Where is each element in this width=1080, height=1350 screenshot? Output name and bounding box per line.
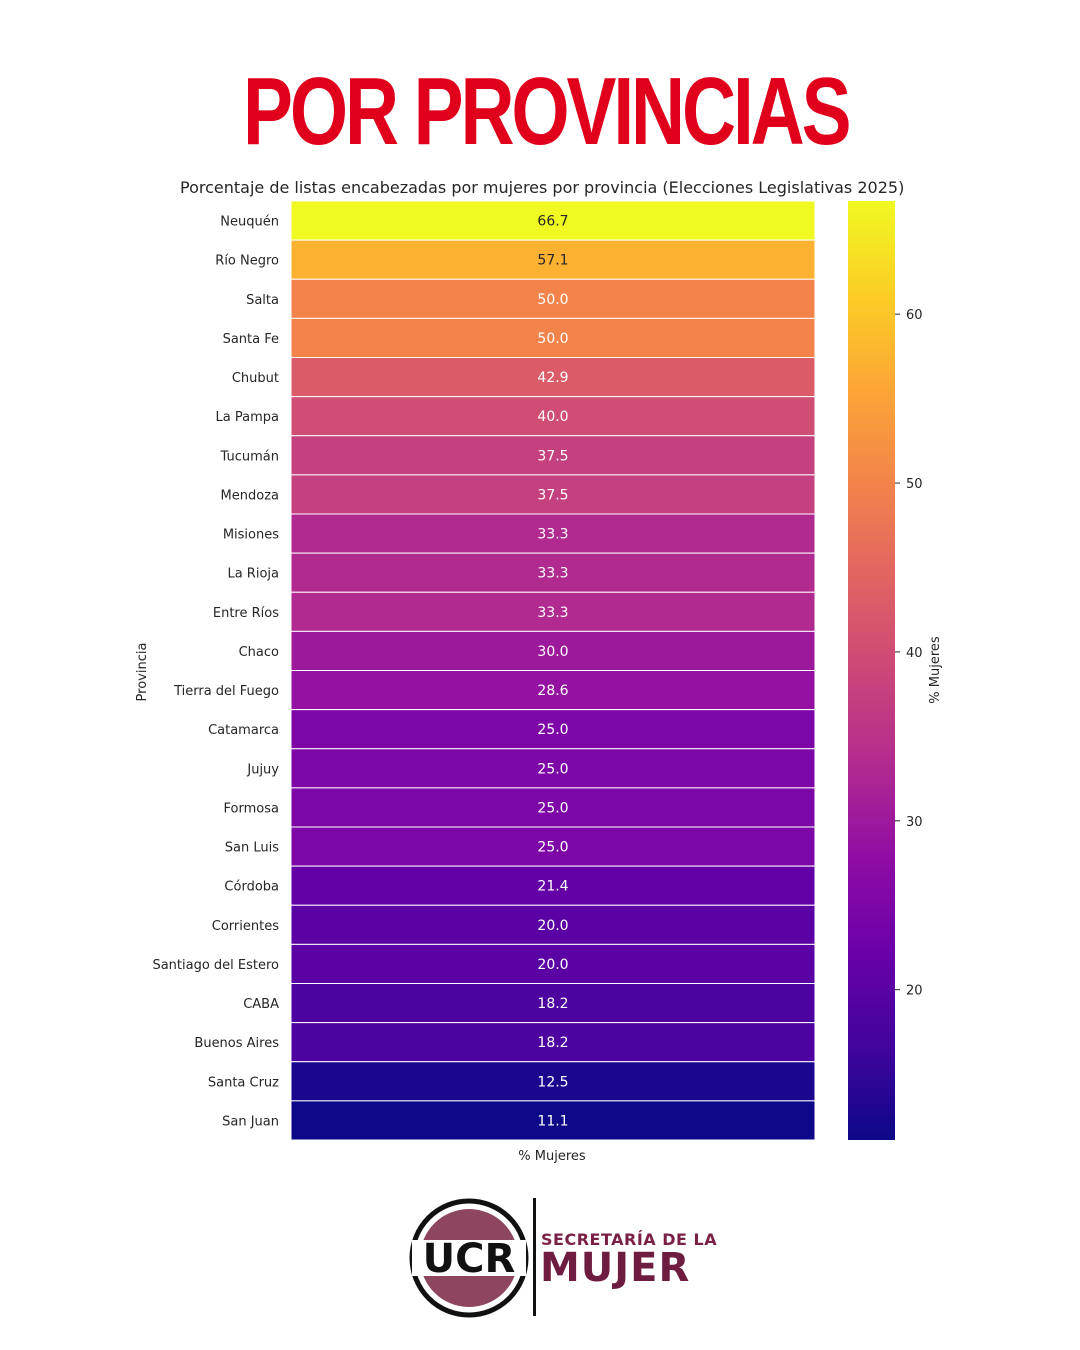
headline: POR PROVINCIAS	[243, 58, 851, 165]
row-label: CABA	[243, 997, 279, 1012]
cell-value-label: 37.5	[537, 487, 568, 503]
heatmap-cell	[290, 983, 816, 1024]
heatmap-cell	[290, 787, 816, 828]
heatmap-chart: 66.7 57.1 50.0 50.0 42.9 40.0 37.5 37.5 33.3 33.3…	[135, 200, 943, 1164]
row-label: Chubut	[232, 371, 279, 386]
cell-value-label: 25.0	[537, 722, 568, 738]
cell-value-label: 37.5	[537, 448, 568, 464]
cell-value-label: 20.0	[537, 957, 568, 973]
row-label: Santa Fe	[223, 332, 279, 347]
heatmap-cell	[290, 865, 816, 906]
x-axis-label: % Mujeres	[518, 1149, 586, 1164]
heatmap-cell	[290, 239, 816, 280]
logo-line1: SECRETARÍA DE LA	[541, 1230, 718, 1249]
heatmap-cells: 66.7 57.1 50.0 50.0 42.9 40.0 37.5 37.5 33.3 33.3…	[290, 200, 816, 1141]
colorbar-label: % Mujeres	[928, 636, 943, 704]
row-label: Corrientes	[212, 919, 279, 934]
row-label: Catamarca	[208, 723, 279, 738]
cell-value-label: 42.9	[537, 370, 568, 386]
cell-value-label: 33.3	[537, 566, 568, 582]
heatmap-cell	[290, 474, 816, 515]
colorbar-tick-label: 20	[906, 984, 923, 999]
colorbar-ticks: 20 30 40 50 60	[895, 308, 923, 999]
cell-value-label: 20.0	[537, 918, 568, 934]
heatmap-cell	[290, 435, 816, 476]
row-label: Mendoza	[221, 488, 279, 503]
cell-value-label: 18.2	[537, 996, 568, 1012]
cell-value-label: 50.0	[537, 331, 568, 347]
row-label: Salta	[246, 293, 279, 308]
cell-value-label: 25.0	[537, 840, 568, 856]
cell-value-label: 33.3	[537, 605, 568, 621]
colorbar-tick-label: 50	[906, 477, 923, 492]
row-label: Neuquén	[220, 215, 279, 230]
heatmap-cell	[290, 1100, 816, 1141]
heatmap-cell	[290, 630, 816, 671]
logo-acronym: UCR	[423, 1236, 516, 1282]
row-label: Jujuy	[246, 762, 279, 777]
heatmap-cell	[290, 591, 816, 632]
heatmap-cell	[290, 1061, 816, 1102]
row-label: La Rioja	[227, 567, 279, 582]
y-axis-label: Provincia	[135, 643, 150, 702]
colorbar-tick-label: 30	[906, 815, 923, 830]
ucr-logo: UCR SECRETARÍA DE LA MUJER	[408, 1196, 717, 1320]
heatmap-cell	[290, 826, 816, 867]
row-label: Buenos Aires	[194, 1036, 279, 1051]
cell-value-label: 28.6	[537, 683, 568, 699]
heatmap-cell	[290, 513, 816, 554]
colorbar-tick-label: 40	[906, 646, 923, 661]
chart-title: Porcentaje de listas encabezadas por muj…	[180, 178, 905, 197]
cell-value-label: 33.3	[537, 527, 568, 543]
cell-value-label: 25.0	[537, 800, 568, 816]
cell-value-label: 40.0	[537, 409, 568, 425]
logo-divider	[533, 1198, 536, 1316]
cell-value-label: 25.0	[537, 761, 568, 777]
row-labels: Neuquén Río Negro Salta Santa Fe Chubut La Pa…	[152, 215, 279, 1130]
row-label: San Juan	[222, 1114, 279, 1129]
row-label: Tierra del Fuego	[173, 684, 279, 699]
heatmap-cell	[290, 200, 816, 241]
row-label: Formosa	[224, 801, 279, 816]
cell-value-label: 57.1	[537, 253, 568, 269]
row-label: Tucumán	[220, 449, 279, 464]
heatmap-cell	[290, 904, 816, 945]
cell-value-label: 12.5	[537, 1074, 568, 1090]
cell-value-label: 18.2	[537, 1035, 568, 1051]
cell-value-label: 11.1	[537, 1113, 568, 1129]
ucr-emblem: UCR	[409, 1198, 529, 1318]
row-label: Córdoba	[224, 880, 279, 895]
row-label: Santa Cruz	[208, 1075, 279, 1090]
row-label: Río Negro	[215, 254, 279, 269]
row-label: Santiago del Estero	[152, 958, 279, 973]
heatmap-cell	[290, 670, 816, 711]
colorbar-tick-label: 60	[906, 308, 923, 323]
cell-value-label: 50.0	[537, 292, 568, 308]
cell-value-label: 30.0	[537, 644, 568, 660]
cell-value-label: 21.4	[537, 879, 568, 895]
colorbar	[848, 201, 895, 1140]
heatmap-cell	[290, 709, 816, 750]
heatmap-cell	[290, 1022, 816, 1063]
heatmap-cell	[290, 552, 816, 593]
row-label: San Luis	[225, 841, 279, 856]
logo-line2: MUJER	[540, 1245, 691, 1291]
heatmap-cell	[290, 748, 816, 789]
cell-value-label: 66.7	[537, 214, 568, 230]
row-label: La Pampa	[216, 410, 279, 425]
row-label: Entre Ríos	[213, 606, 279, 621]
row-label: Misiones	[223, 528, 279, 543]
heatmap-cell	[290, 943, 816, 984]
row-label: Chaco	[239, 645, 279, 660]
